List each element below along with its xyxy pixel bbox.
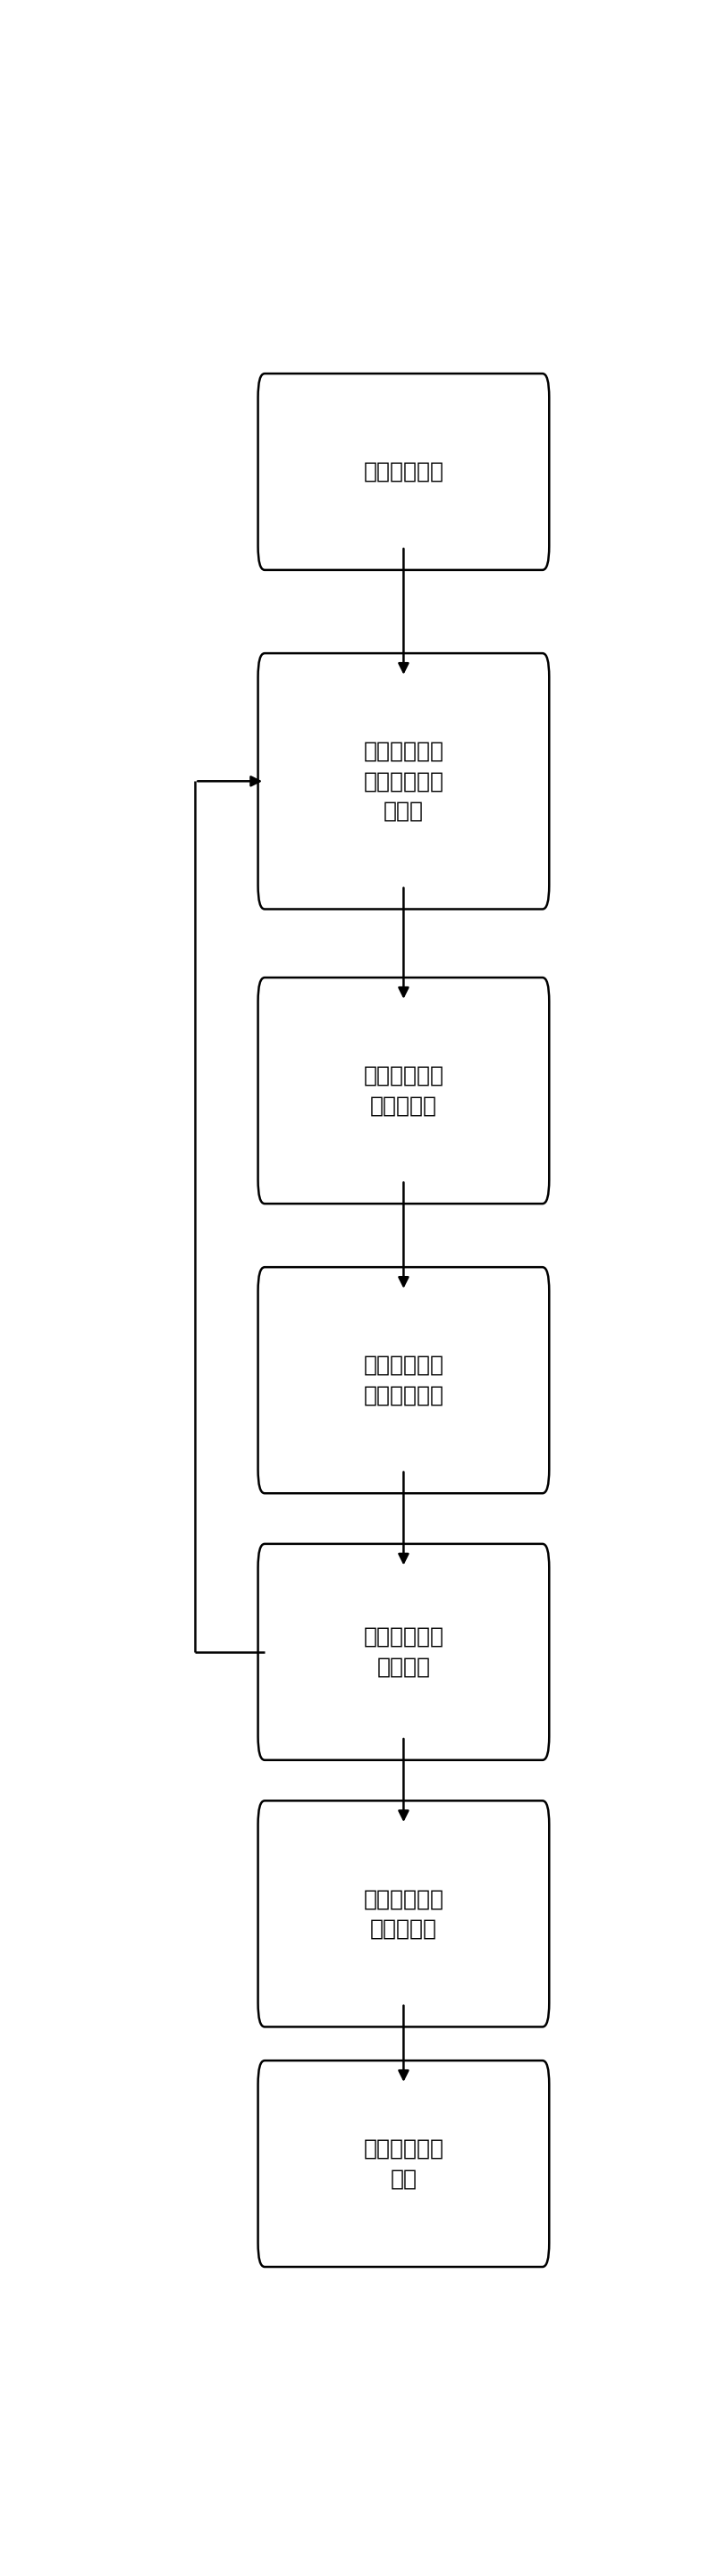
- FancyBboxPatch shape: [258, 976, 549, 1203]
- Text: 对布设的控制
网点设置测量
控制点: 对布设的控制 网点设置测量 控制点: [364, 739, 444, 822]
- Text: 对预埋件的定
位测量和调节: 对预埋件的定 位测量和调节: [364, 1355, 444, 1406]
- FancyBboxPatch shape: [258, 2061, 549, 2267]
- Text: 对施工模板的
定位测量: 对施工模板的 定位测量: [364, 1625, 444, 1677]
- FancyBboxPatch shape: [258, 1267, 549, 1494]
- FancyBboxPatch shape: [258, 1543, 549, 1759]
- FancyBboxPatch shape: [258, 654, 549, 909]
- Text: 完成施工控制
测量: 完成施工控制 测量: [364, 2138, 444, 2190]
- Text: 布设控制网点: 布设控制网点: [364, 461, 444, 482]
- Text: 对洞体内型面
的精确监测: 对洞体内型面 的精确监测: [364, 1888, 444, 1940]
- FancyBboxPatch shape: [258, 1801, 549, 2027]
- FancyBboxPatch shape: [258, 374, 549, 569]
- Text: 对洞体的轴线
测量和控制: 对洞体的轴线 测量和控制: [364, 1064, 444, 1115]
